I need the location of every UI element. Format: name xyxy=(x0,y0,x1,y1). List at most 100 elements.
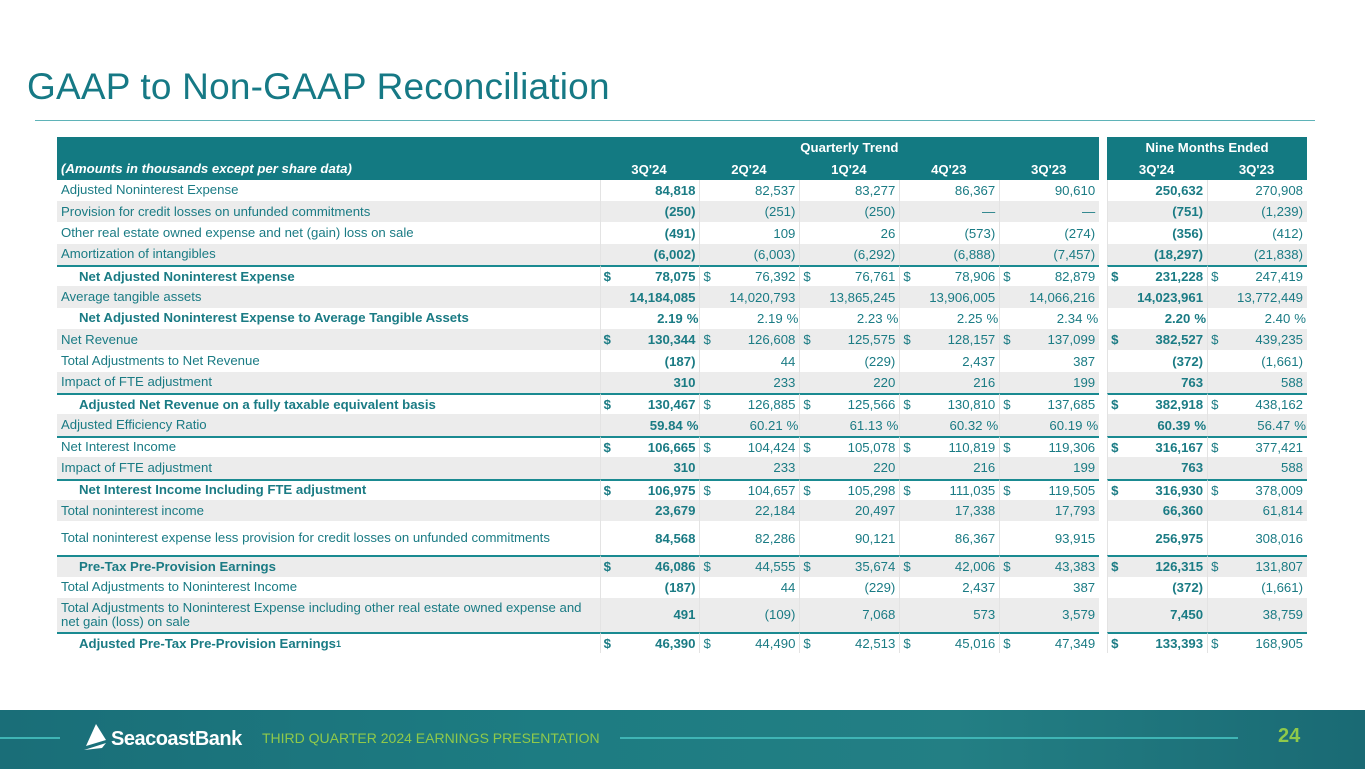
table-cell: (6,292) xyxy=(799,243,900,266)
table-cell: 66,360 xyxy=(1107,499,1208,522)
cell-value: 110,819 xyxy=(948,439,996,455)
table-cell: 308,016 xyxy=(1207,521,1307,556)
currency-symbol: $ xyxy=(1003,397,1011,413)
table-cell: 763 xyxy=(1107,457,1208,479)
row-label: Impact of FTE adjustment xyxy=(57,457,600,479)
table-cell: 90,610 xyxy=(999,179,1099,202)
table-cell: $137,685 xyxy=(999,393,1100,415)
currency-symbol: $ xyxy=(1211,397,1219,413)
row-label: Total noninterest expense less provision… xyxy=(57,521,600,555)
cell-value: 13,906,005 xyxy=(929,289,996,305)
row-label-text: Pre-Tax Pre-Provision Earnings xyxy=(79,558,276,574)
cell-value: (187) xyxy=(664,579,696,595)
table-cell: (356) xyxy=(1107,222,1207,244)
table-cell: $231,228 xyxy=(1107,265,1208,287)
currency-symbol: $ xyxy=(1003,269,1011,285)
table-cell: 220 xyxy=(799,457,900,479)
table-cell: (229) xyxy=(799,350,899,372)
currency-symbol: $ xyxy=(603,397,611,413)
percent-symbol: % xyxy=(786,310,799,326)
table-cell: 2.19% xyxy=(699,307,799,330)
currency-symbol: $ xyxy=(1211,559,1219,575)
cell-value: (251) xyxy=(764,204,796,220)
cell-value: 84,818 xyxy=(655,182,696,198)
table-cell: $168,905 xyxy=(1207,631,1308,654)
percent-symbol: % xyxy=(886,310,899,326)
table-cell: 60.19% xyxy=(999,414,1100,436)
row-label: Pre-Tax Pre-Provision Earnings xyxy=(57,555,600,577)
row-label-text: Total Adjustments to Net Revenue xyxy=(61,353,260,369)
percent-symbol: % xyxy=(1086,310,1099,326)
currency-symbol: $ xyxy=(1211,269,1219,285)
cell-value: (229) xyxy=(864,353,896,369)
cell-value: 2.40 xyxy=(1264,310,1291,326)
row-label-text: Adjusted Net Revenue on a fully taxable … xyxy=(79,396,436,412)
table-row: Impact of FTE adjustment 310 233 220 216 199 7… xyxy=(57,371,1307,394)
table-row: Total noninterest income 23,679 22,184 20,4… xyxy=(57,499,1307,522)
table-cell: 270,908 xyxy=(1207,179,1307,202)
currency-symbol: $ xyxy=(603,439,611,455)
table-cell: 763 xyxy=(1107,371,1208,394)
cell-value: 438,162 xyxy=(1255,397,1304,413)
cell-value: (372) xyxy=(1172,579,1204,595)
cell-value: (7,457) xyxy=(1053,246,1096,262)
page-number: 24 xyxy=(1278,725,1301,747)
table-cell: (274) xyxy=(999,222,1099,244)
cell-value: 104,424 xyxy=(747,439,796,455)
table-cell: $76,392 xyxy=(699,265,800,287)
table-row: Provision for credit losses on unfunded … xyxy=(57,201,1307,223)
table-row: Net Interest Income Including FTE adjust… xyxy=(57,478,1308,500)
table-cell: 84,568 xyxy=(599,521,700,556)
table-cell: (251) xyxy=(699,201,800,223)
table-cell: $126,608 xyxy=(699,329,800,351)
table-cell: (6,003) xyxy=(699,243,800,266)
row-label-text: Total noninterest income xyxy=(61,502,204,518)
table-row: Total noninterest expense less provision… xyxy=(57,521,1307,556)
row-label-text: Average tangible assets xyxy=(61,289,202,305)
table-cell: $76,761 xyxy=(799,265,900,287)
row-label-text: Impact of FTE adjustment xyxy=(61,374,212,390)
cell-value: 44,555 xyxy=(755,559,796,575)
table-row: Net Adjusted Noninterest Expense to Aver… xyxy=(57,307,1307,330)
table-cell: 387 xyxy=(999,350,1099,372)
cell-value: (6,888) xyxy=(953,246,996,262)
table-cell: 13,906,005 xyxy=(899,286,1000,308)
currency-symbol: $ xyxy=(703,636,711,652)
table-cell: 13,772,449 xyxy=(1207,286,1307,308)
table-cell: 82,286 xyxy=(699,521,799,556)
table-cell: 491 xyxy=(599,597,700,632)
table-cell: $78,906 xyxy=(899,265,1000,287)
cell-value: (250) xyxy=(864,204,896,220)
table-row: Total Adjustments to Net Revenue (187) 44 (… xyxy=(57,350,1307,372)
percent-symbol: % xyxy=(986,417,999,433)
currency-symbol: $ xyxy=(1111,636,1119,652)
table-cell: 7,450 xyxy=(1107,597,1208,632)
currency-symbol: $ xyxy=(1211,636,1219,652)
percent-symbol: % xyxy=(686,310,699,326)
table-cell: 14,184,085 xyxy=(599,286,700,308)
table-cell: $125,575 xyxy=(799,329,900,351)
table-cell: $42,513 xyxy=(799,631,900,654)
table-cell: 83,277 xyxy=(799,179,899,202)
currency-symbol: $ xyxy=(1111,439,1119,455)
cell-value: 44,490 xyxy=(755,636,796,652)
row-label-text: Adjusted Efficiency Ratio xyxy=(61,417,207,433)
currency-symbol: $ xyxy=(903,439,911,455)
cell-value: 105,298 xyxy=(847,482,896,498)
table-cell: $438,162 xyxy=(1207,393,1308,415)
row-label: Impact of FTE adjustment xyxy=(57,371,600,394)
cell-value: 256,975 xyxy=(1155,530,1204,546)
cell-value: 47,349 xyxy=(1054,636,1096,652)
table-cell: 250,632 xyxy=(1107,179,1207,202)
percent-symbol: % xyxy=(1194,310,1207,326)
row-label: Total Adjustments to Noninterest Income xyxy=(57,577,600,598)
cell-value: 106,665 xyxy=(647,439,696,455)
currency-symbol: $ xyxy=(903,269,911,285)
table-cell: $316,167 xyxy=(1107,435,1208,458)
table-cell: 59.84% xyxy=(599,414,700,436)
cell-value: (573) xyxy=(964,225,996,241)
row-label: Total Adjustments to Net Revenue xyxy=(57,350,600,371)
table-cell: (1,661) xyxy=(1207,350,1307,372)
group-header-nine-months: Nine Months Ended xyxy=(1107,137,1307,159)
table-cell: $106,975 xyxy=(599,478,700,500)
